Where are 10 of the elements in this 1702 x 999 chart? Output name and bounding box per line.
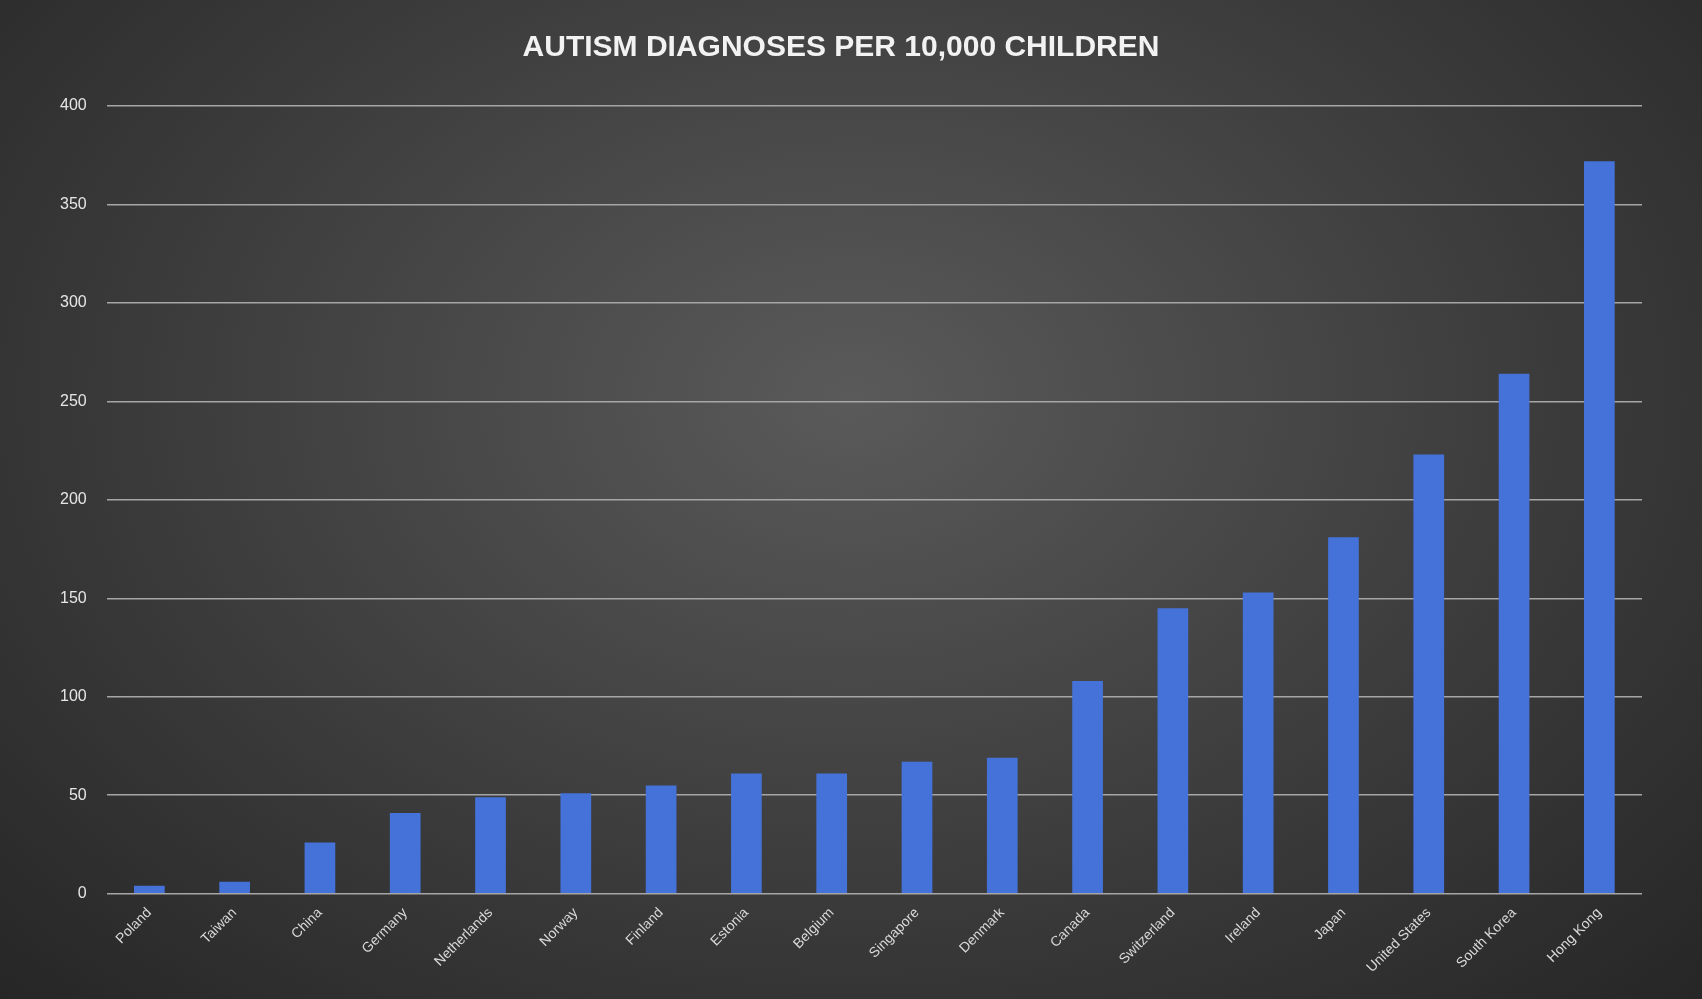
y-tick-label: 400 — [59, 96, 87, 114]
chart-title: AUTISM DIAGNOSES PER 10,000 CHILDREN — [522, 29, 1160, 63]
y-tick-label: 0 — [77, 884, 87, 902]
y-tick-label: 300 — [59, 293, 87, 311]
y-tick-label: 250 — [59, 391, 87, 409]
y-tick-label: 200 — [59, 490, 87, 508]
y-tick-label: 50 — [68, 785, 87, 803]
y-tick-label: 100 — [59, 687, 87, 705]
y-tick-label: 150 — [59, 588, 87, 606]
y-tick-label: 350 — [59, 194, 87, 212]
